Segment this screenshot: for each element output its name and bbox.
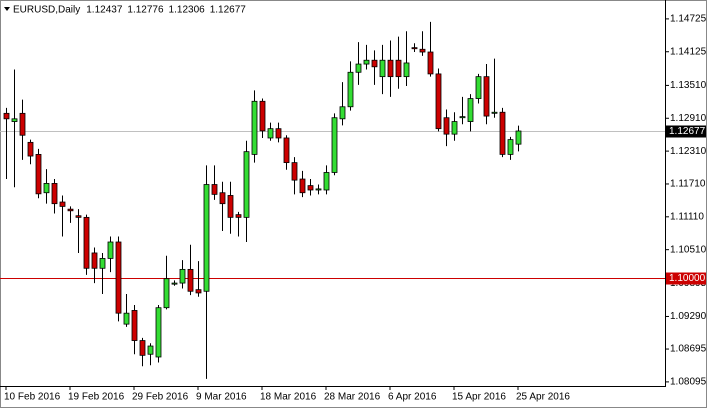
candle-body xyxy=(475,76,482,99)
candle-body xyxy=(219,192,226,205)
y-tick-label: 1.11110 xyxy=(670,211,704,222)
y-tick-label: 1.12910 xyxy=(670,113,707,124)
x-tick-label: 25 Apr 2016 xyxy=(516,392,570,403)
header-value: 1.12306 xyxy=(169,5,206,16)
x-tick-label: 19 Feb 2016 xyxy=(68,392,125,403)
candle-body xyxy=(315,188,322,191)
candle-body xyxy=(323,172,330,191)
price-label: 1.12677 xyxy=(669,126,706,137)
y-tick-label: 1.09290 xyxy=(670,311,707,322)
candle-body xyxy=(163,278,170,309)
candle-body xyxy=(171,282,178,285)
candle-body xyxy=(187,268,194,292)
candle-body xyxy=(99,258,106,269)
candle-body xyxy=(83,216,90,269)
candle-body xyxy=(259,100,266,132)
candle-body xyxy=(275,128,282,139)
price-label-box xyxy=(666,125,706,138)
candle-body xyxy=(35,153,42,195)
candle-body xyxy=(355,63,362,73)
candle-body xyxy=(251,100,258,155)
x-tick-label: 18 Mar 2016 xyxy=(260,392,317,403)
chart-title: EURUSD,Daily xyxy=(13,5,80,16)
x-tick-label: 9 Mar 2016 xyxy=(196,392,247,403)
candle-body xyxy=(491,111,498,114)
candle-body xyxy=(427,51,434,75)
x-tick-label: 15 Apr 2016 xyxy=(452,392,506,403)
candle-body xyxy=(27,141,34,157)
candle-body xyxy=(347,71,354,108)
candle-body xyxy=(155,307,162,358)
candle-body xyxy=(227,195,234,218)
candle-body xyxy=(515,130,522,145)
candle-body xyxy=(371,59,378,68)
candle-body xyxy=(339,106,346,120)
candle-body xyxy=(203,184,210,292)
candle-body xyxy=(387,59,394,78)
candle-body xyxy=(59,201,66,207)
candle-body xyxy=(67,208,74,212)
candle-body xyxy=(107,241,114,259)
candle-body xyxy=(131,310,138,341)
candle-body xyxy=(331,117,338,173)
candle-body xyxy=(395,59,402,78)
candle-body xyxy=(307,185,314,191)
y-tick-label: 1.13510 xyxy=(670,80,707,91)
y-tick-label: 1.12310 xyxy=(670,146,707,157)
header-value: 1.12437 xyxy=(86,5,123,16)
candle-body xyxy=(51,183,58,205)
candle-body xyxy=(419,48,426,53)
candle-body xyxy=(3,112,10,120)
x-tick-label: 10 Feb 2016 xyxy=(4,392,61,403)
candle-body xyxy=(283,137,290,164)
y-tick-label: 1.14125 xyxy=(670,46,707,57)
candle-body xyxy=(499,111,506,155)
candle-body xyxy=(267,128,274,139)
candle-body xyxy=(19,112,26,136)
candle-body xyxy=(139,340,146,356)
candle-body xyxy=(75,215,82,218)
candle-body xyxy=(411,47,418,50)
candle-body xyxy=(195,289,202,294)
candle-body xyxy=(363,59,370,65)
candle-body xyxy=(403,62,410,78)
y-tick-label: 1.11710 xyxy=(670,179,706,190)
x-tick-label: 28 Mar 2016 xyxy=(324,392,381,403)
candle-body xyxy=(459,116,466,119)
candle-body xyxy=(291,162,298,181)
x-tick-label: 29 Feb 2016 xyxy=(132,392,189,403)
candle-body xyxy=(435,73,442,130)
level-label-box xyxy=(666,272,706,285)
y-tick-label: 1.08695 xyxy=(670,344,707,355)
candle-body xyxy=(91,252,98,269)
candle-body xyxy=(443,117,450,135)
candle-body xyxy=(211,184,218,195)
candle-body xyxy=(115,241,122,314)
y-tick-label: 1.14725 xyxy=(670,14,707,25)
y-tick-label: 1.08095 xyxy=(670,377,707,388)
candle-body xyxy=(179,268,186,284)
header-value: 1.12677 xyxy=(210,5,247,16)
candle-body xyxy=(235,214,242,218)
y-tick-label: 1.10510 xyxy=(670,244,707,255)
candle-body xyxy=(123,312,130,325)
candle-body xyxy=(467,98,474,122)
candle-body xyxy=(11,118,18,122)
candle-body xyxy=(483,76,490,117)
candle-body xyxy=(243,151,250,218)
candle-body xyxy=(507,139,514,155)
candle-body xyxy=(299,178,306,194)
x-tick-label: 6 Apr 2016 xyxy=(388,392,437,403)
candle-body xyxy=(43,183,50,194)
candle-body xyxy=(451,121,458,135)
level-label: 1.10000 xyxy=(669,273,706,284)
candle-body xyxy=(379,59,386,78)
header-value: 1.12776 xyxy=(127,5,164,16)
menu-arrow xyxy=(4,7,10,11)
candle-body xyxy=(147,345,154,355)
